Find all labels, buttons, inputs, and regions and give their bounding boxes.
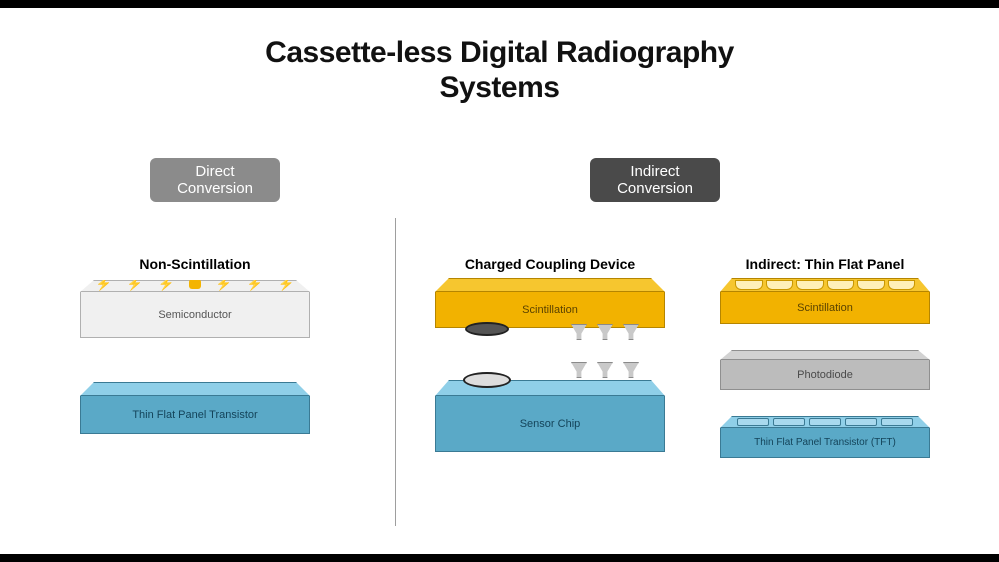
spark-icon: ⚡ bbox=[247, 276, 263, 292]
label-photodiode: Photodiode bbox=[797, 369, 853, 381]
badge-direct-line1: Direct bbox=[150, 163, 280, 180]
badge-indirect-line1: Indirect bbox=[590, 163, 720, 180]
slab-tft-indirect: Thin Flat Panel Transistor (TFT) bbox=[720, 416, 930, 458]
scintillation-cell-icon bbox=[888, 280, 916, 290]
slide-frame: Cassette-less Digital Radiography System… bbox=[0, 0, 999, 562]
lens-icon bbox=[465, 322, 509, 336]
badge-direct-conversion: Direct Conversion bbox=[150, 158, 280, 202]
scintillation-cell-icon bbox=[827, 280, 855, 290]
slab-semiconductor: ⚡ ⚡ ⚡ ⚡ ⚡ ⚡ Semiconductor bbox=[80, 280, 310, 338]
funnel-icon bbox=[597, 324, 613, 340]
slab-scintillation-ccd: Scintillation bbox=[435, 278, 665, 328]
tft-chips bbox=[737, 418, 913, 426]
funnel-icon bbox=[623, 324, 639, 340]
title-line2: Systems bbox=[0, 71, 999, 106]
label-sensor-chip: Sensor Chip bbox=[520, 418, 581, 430]
scintillation-cell-icon bbox=[735, 280, 763, 290]
photon-dot-icon bbox=[189, 279, 201, 289]
badge-indirect-conversion: Indirect Conversion bbox=[590, 158, 720, 202]
header-non-scintillation: Non-Scintillation bbox=[80, 256, 310, 272]
sparks-row: ⚡ ⚡ ⚡ ⚡ ⚡ ⚡ bbox=[81, 277, 309, 293]
label-scintillation-ccd: Scintillation bbox=[522, 304, 578, 316]
slab-sensor-chip: Sensor Chip bbox=[435, 380, 665, 452]
light-guides-top bbox=[571, 324, 639, 340]
badge-indirect-line2: Conversion bbox=[590, 180, 720, 197]
scintillation-cell-icon bbox=[796, 280, 824, 290]
spark-icon: ⚡ bbox=[158, 276, 174, 292]
scintillation-cell-icon bbox=[766, 280, 794, 290]
spark-icon: ⚡ bbox=[127, 276, 143, 292]
spark-icon: ⚡ bbox=[96, 276, 112, 292]
divider-vertical bbox=[395, 218, 396, 526]
scintillation-cells bbox=[735, 280, 915, 290]
header-indirect-tft: Indirect: Thin Flat Panel bbox=[720, 256, 930, 272]
header-ccd: Charged Coupling Device bbox=[435, 256, 665, 272]
funnel-icon bbox=[623, 362, 639, 378]
funnel-icon bbox=[571, 324, 587, 340]
tft-chip-icon bbox=[737, 418, 769, 426]
lens-icon bbox=[463, 372, 511, 388]
label-tft-direct: Thin Flat Panel Transistor bbox=[132, 409, 257, 421]
tft-chip-icon bbox=[773, 418, 805, 426]
tft-chip-icon bbox=[845, 418, 877, 426]
spark-icon: ⚡ bbox=[216, 276, 232, 292]
slab-tft-direct: Thin Flat Panel Transistor bbox=[80, 382, 310, 434]
label-semiconductor: Semiconductor bbox=[158, 309, 231, 321]
tft-chip-icon bbox=[809, 418, 841, 426]
funnel-icon bbox=[597, 362, 613, 378]
light-guides-bottom bbox=[571, 362, 639, 378]
spark-icon: ⚡ bbox=[278, 276, 294, 292]
label-tft-indirect: Thin Flat Panel Transistor (TFT) bbox=[754, 437, 896, 448]
page-title: Cassette-less Digital Radiography System… bbox=[0, 36, 999, 105]
slab-scintillation-tft: Scintillation bbox=[720, 278, 930, 324]
tft-chip-icon bbox=[881, 418, 913, 426]
scintillation-cell-icon bbox=[857, 280, 885, 290]
badge-direct-line2: Conversion bbox=[150, 180, 280, 197]
title-line1: Cassette-less Digital Radiography bbox=[0, 36, 999, 71]
slab-photodiode: Photodiode bbox=[720, 350, 930, 390]
funnel-icon bbox=[571, 362, 587, 378]
label-scintillation-tft: Scintillation bbox=[797, 302, 853, 314]
